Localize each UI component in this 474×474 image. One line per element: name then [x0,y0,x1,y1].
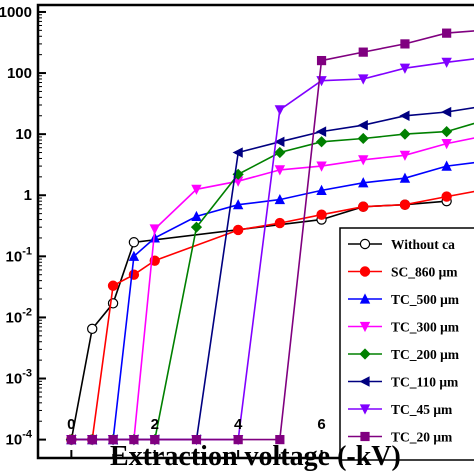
legend-marker [359,348,371,360]
data-point [400,39,410,49]
data-point [441,160,452,171]
y-tick-label: 10-2 [6,306,32,326]
legend-item: TC_200 μm [348,347,460,362]
data-point [232,147,243,158]
data-point [191,184,202,195]
legend: Without ca SC_860 μm TC_500 μm TC_300 μm TC_… [339,227,474,461]
legend-box [339,227,474,461]
legend-label: TC_200 μm [391,347,460,362]
data-point [316,209,327,220]
data-point [128,237,140,248]
data-point [399,110,410,121]
data-point [232,199,244,210]
data-point [357,120,368,131]
legend-marker [359,376,370,387]
y-tick-label: 10-3 [6,368,32,388]
plot-frame [36,3,474,460]
data-point [358,155,369,166]
data-point [441,106,452,118]
data-point [232,176,244,187]
data-point [358,47,368,57]
data-point [87,323,98,335]
data-point [129,435,139,445]
data-point [358,74,369,85]
y-tick-labels: 10-4 10-3 10-2 10-1 1 10 100 1000 [0,4,33,449]
legend-label: TC_500 μm [391,292,460,307]
x-tick-label: 0 [67,416,75,433]
legend-item: SC_860 μm [348,265,458,280]
legend-marker [359,293,371,304]
series-layer [65,28,474,446]
legend-item: Without ca [348,237,455,252]
data-point [274,217,286,229]
data-point [274,136,285,147]
data-point [441,126,453,138]
data-point [399,150,411,161]
y-tick-label: 100 [7,65,32,82]
y-tick-label: 10-4 [6,429,33,449]
data-point [316,161,327,172]
legend-marker [359,321,371,333]
data-point [66,435,76,445]
data-point [191,435,202,445]
data-point [358,177,369,188]
data-point [150,435,160,445]
data-point [315,136,328,148]
data-point [399,172,411,183]
legend-label: TC_45 μm [391,402,453,417]
legend-marker [359,404,371,415]
data-point [274,105,286,116]
legend-item: TC_500 μm [348,292,460,307]
data-point [274,146,286,159]
legend-item: TC_300 μm [348,320,460,335]
data-point [441,57,452,68]
data-point [233,435,243,445]
x-axis-title: Extraction voltage (-kV) [110,441,401,472]
series-7 [66,28,474,445]
legend-marker [359,238,371,250]
data-point [441,191,452,202]
data-point [149,224,160,235]
data-point [274,165,286,176]
x-tick-label: 2 [151,416,159,433]
data-point [315,126,327,137]
legend-label: Without ca [391,237,455,252]
data-point [128,250,140,261]
data-point [442,28,452,38]
series-line [71,190,474,441]
y-tick-label: 10 [15,126,32,143]
data-point [441,139,452,150]
legend-label: TC_300 μm [391,320,460,335]
legend-marker [359,266,371,277]
data-point [399,63,411,74]
y-tick-label: 1000 [0,4,32,21]
data-point [399,199,411,210]
data-point [357,132,369,145]
data-point [107,280,119,291]
legend-item: TC_110 μm [348,375,459,390]
legend-item: TC_20 μm [348,430,453,445]
data-point [108,435,118,445]
x-tick-label: 6 [317,416,325,433]
data-point [87,435,97,445]
legend-label: TC_110 μm [391,375,459,390]
y-tick-label: 1 [24,187,32,204]
data-point [275,435,285,445]
data-point [316,184,327,196]
data-point [399,128,411,140]
legend-item: TC_45 μm [348,402,453,417]
legend-marker [360,431,370,442]
data-point [316,55,327,66]
legend-label: TC_20 μm [391,430,453,445]
data-point [274,193,286,205]
data-point [232,224,244,236]
y-tick-label: 10-1 [6,245,32,265]
data-point [190,221,203,233]
data-point [191,210,202,222]
x-tick-label: 4 [234,416,243,433]
data-point [358,201,369,212]
legend-label: SC_860 μm [391,265,458,280]
